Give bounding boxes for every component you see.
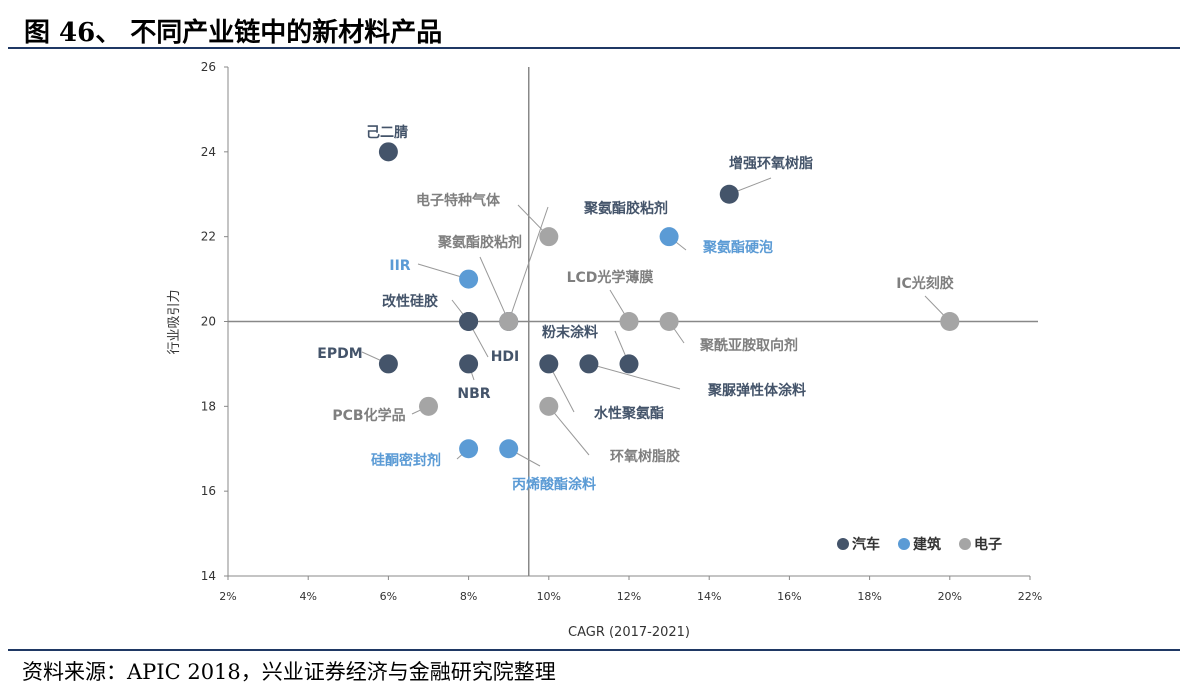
point-label: 粉末涂料	[542, 324, 598, 341]
x-tick-label: 20%	[938, 590, 962, 603]
leader-line	[479, 256, 510, 322]
y-tick-label: 14	[201, 569, 216, 583]
bottom-rule	[8, 649, 1180, 651]
data-point	[619, 312, 639, 331]
figure-title: 图 46、 不同产业链中的新材料产品	[24, 18, 443, 48]
y-tick-label: 24	[201, 145, 216, 159]
point-label: 环氧树脂胶	[610, 448, 680, 465]
point-label: 硅酮密封剂	[371, 452, 441, 469]
point-label: 增强环氧树脂	[729, 155, 813, 172]
data-point	[659, 312, 679, 331]
data-point	[459, 312, 479, 331]
y-tick-label: 26	[201, 60, 216, 74]
legend-label: 电子	[974, 536, 1002, 553]
data-point	[719, 184, 739, 204]
x-tick-label: 6%	[380, 590, 397, 603]
data-point	[539, 396, 559, 416]
point-label: LCD光学薄膜	[567, 269, 654, 286]
legend-label: 建筑	[913, 536, 941, 553]
y-tick-label: 22	[201, 230, 216, 244]
x-tick-label: 22%	[1018, 590, 1042, 603]
leader-line	[508, 206, 549, 322]
x-tick-label: 18%	[857, 590, 881, 603]
point-label: 电子特种气体	[416, 192, 501, 209]
data-point	[378, 142, 398, 162]
data-point	[499, 312, 519, 331]
point-label: 聚脲弹性体涂料	[707, 382, 806, 399]
point-label: HDI	[491, 349, 520, 365]
data-point	[539, 227, 559, 247]
leader-line	[588, 363, 681, 390]
data-point	[459, 354, 479, 374]
x-tick-label: 4%	[299, 590, 316, 603]
point-label: IC光刻胶	[896, 275, 953, 292]
point-label: 聚酰亚胺取向剂	[699, 337, 798, 354]
y-tick-label: 18	[201, 399, 216, 413]
point-label: 聚氨酯胶粘剂	[583, 200, 668, 217]
legend-marker	[959, 538, 971, 550]
x-tick-label: 12%	[617, 590, 641, 603]
x-axis-title: CAGR (2017-2021)	[568, 625, 690, 640]
data-point	[459, 269, 479, 289]
source-note: 资料来源：APIC 2018，兴业证券经济与金融研究院整理	[22, 660, 556, 684]
point-label: NBR	[457, 386, 490, 402]
point-label: EPDM	[317, 346, 362, 362]
data-point	[419, 396, 438, 416]
point-label: 聚氨酯硬泡	[702, 239, 773, 256]
legend-marker	[898, 538, 910, 550]
point-label: 己二腈	[366, 124, 408, 141]
x-tick-label: 10%	[537, 590, 561, 603]
data-point	[619, 354, 639, 374]
legend-label: 汽车	[852, 536, 880, 553]
point-label: 水性聚氨酯	[594, 405, 664, 422]
point-label: IIR	[389, 258, 410, 274]
leader-line	[548, 406, 590, 456]
y-tick-label: 20	[201, 315, 216, 329]
data-point	[659, 227, 679, 247]
x-tick-label: 8%	[460, 590, 477, 603]
top-rule	[8, 47, 1180, 49]
data-point	[579, 354, 599, 374]
data-point	[940, 312, 960, 331]
point-label: 丙烯酸酯涂料	[512, 476, 596, 493]
x-tick-label: 16%	[777, 590, 801, 603]
y-axis-title: 行业吸引力	[167, 289, 182, 354]
x-tick-label: 2%	[219, 590, 236, 603]
data-point	[539, 354, 559, 374]
point-label: 聚氨酯胶粘剂	[437, 234, 522, 251]
data-point	[499, 439, 519, 459]
x-tick-label: 14%	[697, 590, 721, 603]
y-tick-label: 16	[201, 484, 216, 498]
data-point	[378, 354, 398, 374]
point-label: PCB化学品	[332, 407, 405, 424]
data-point	[459, 439, 479, 459]
legend-marker	[837, 538, 849, 550]
point-label: 改性硅胶	[382, 293, 438, 310]
